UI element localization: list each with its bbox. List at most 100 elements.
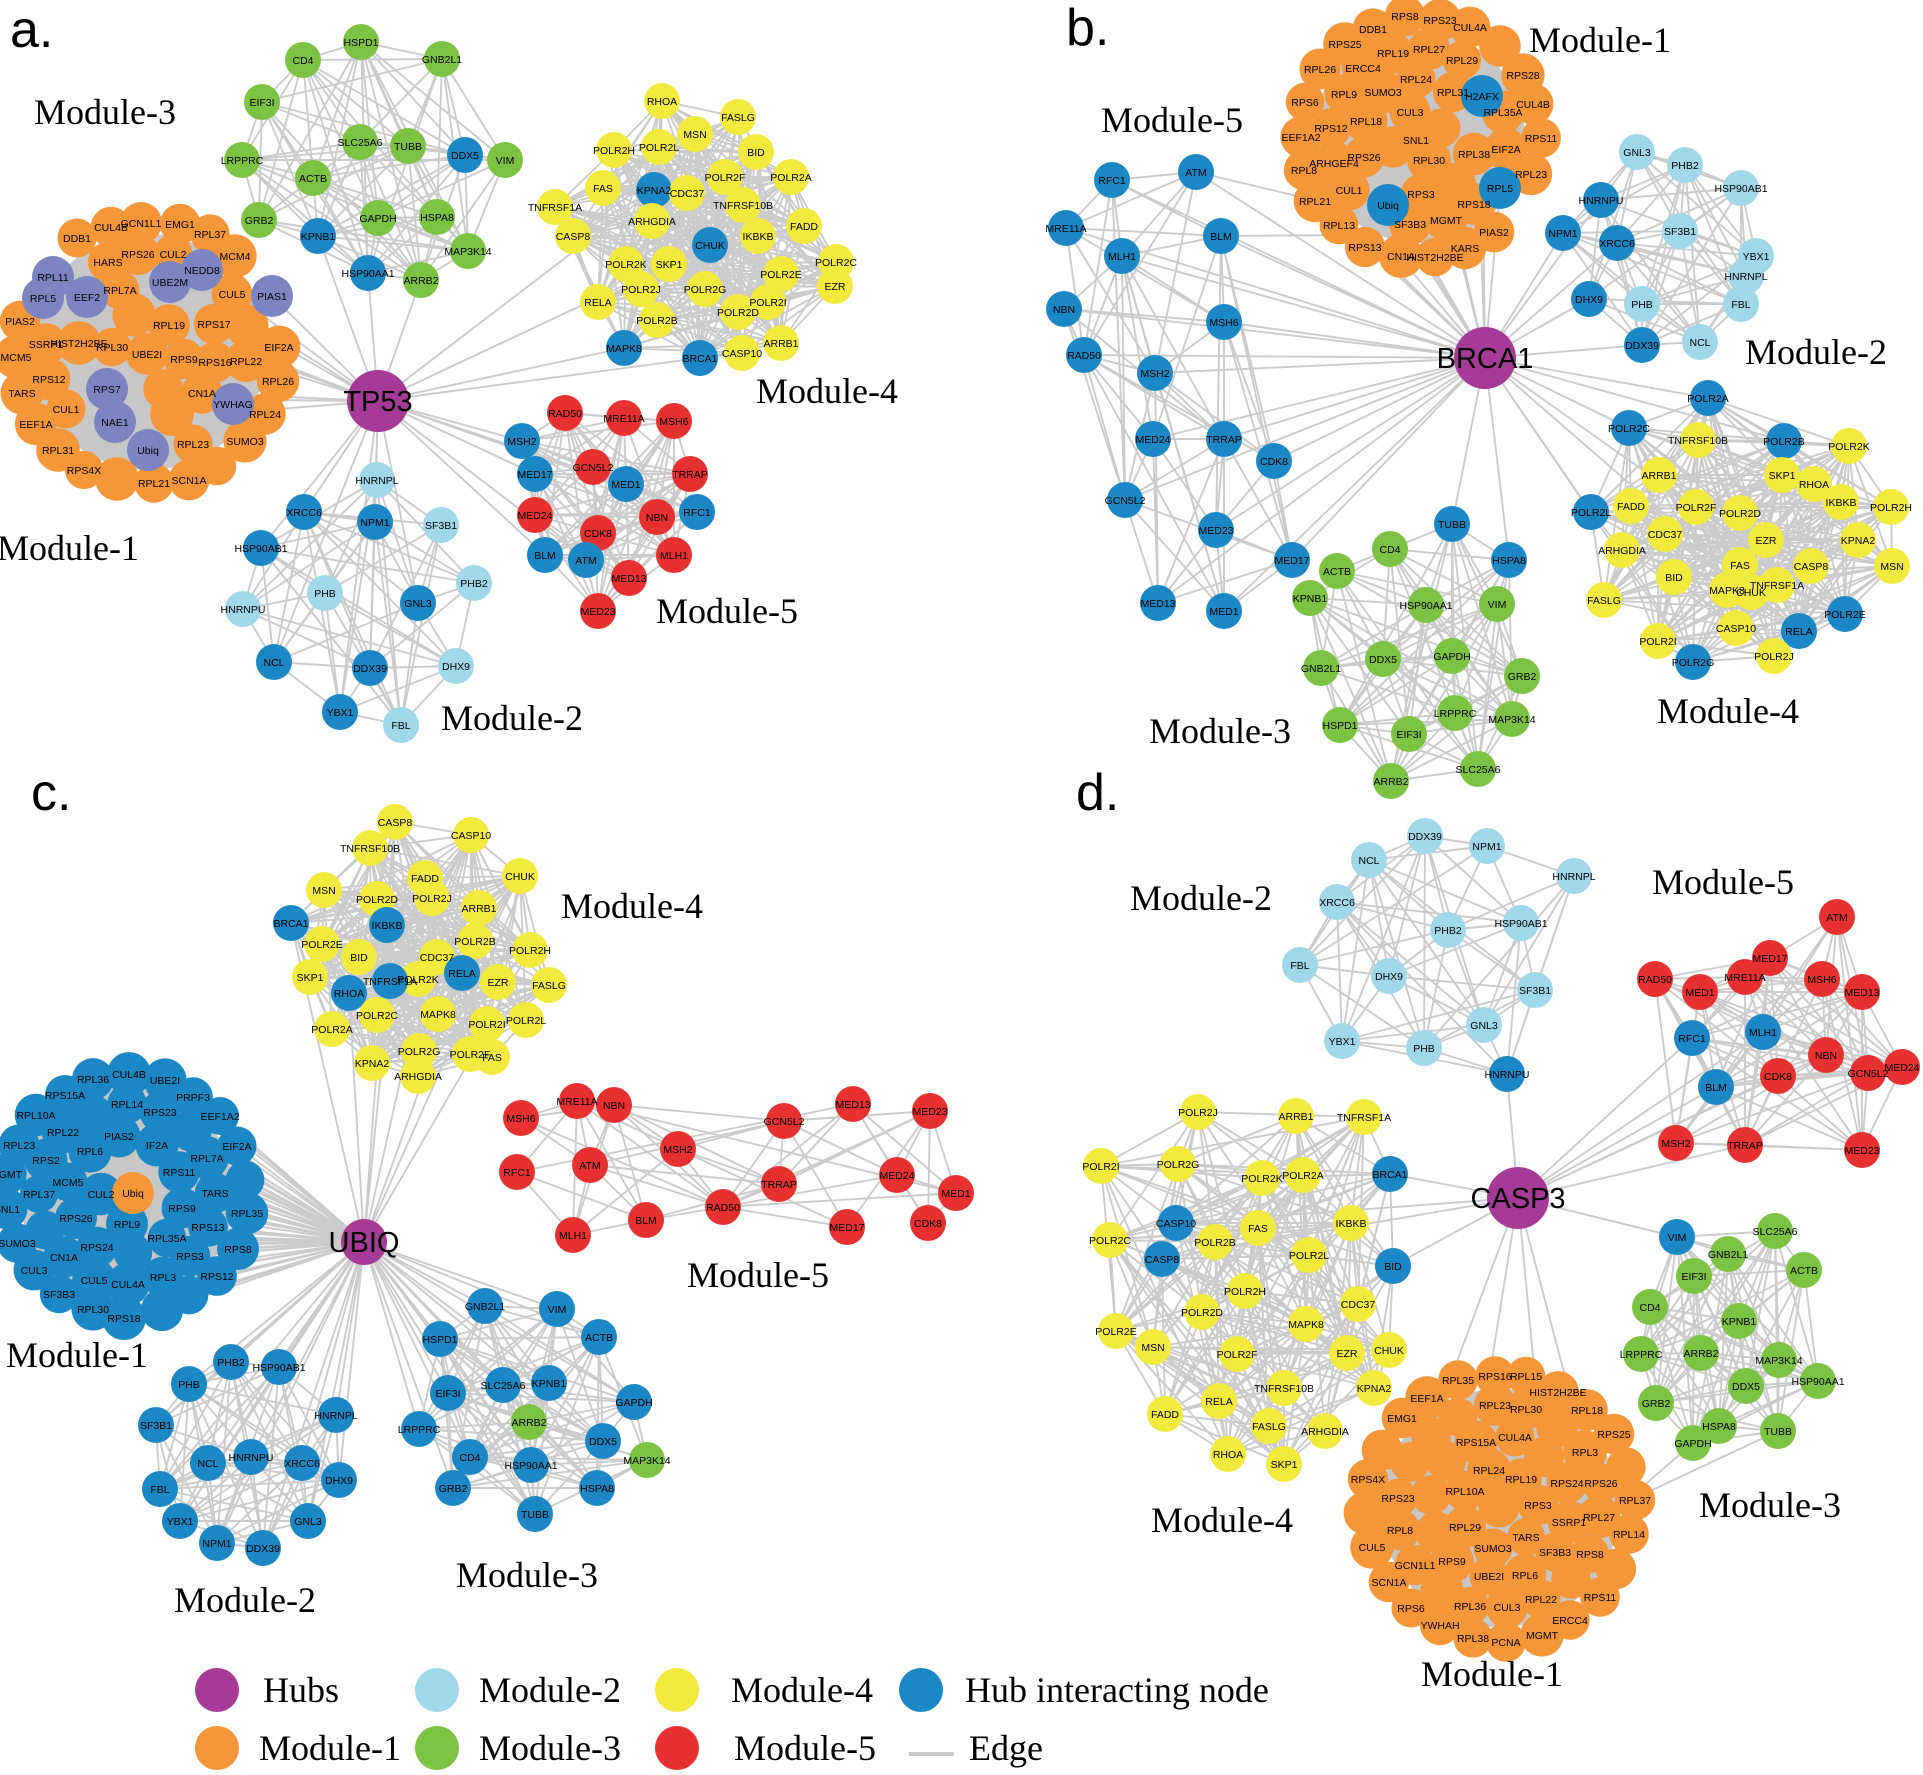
- svg-text:RPS26: RPS26: [121, 249, 154, 261]
- svg-text:EIF2A: EIF2A: [222, 1141, 251, 1153]
- svg-text:MGMT: MGMT: [1526, 1630, 1559, 1642]
- svg-text:RPS26: RPS26: [1584, 1478, 1617, 1490]
- svg-text:ARRB1: ARRB1: [1278, 1111, 1313, 1123]
- svg-text:RPS18: RPS18: [1457, 199, 1490, 211]
- svg-text:RAD50: RAD50: [548, 408, 582, 420]
- svg-text:RPS3: RPS3: [1524, 1500, 1552, 1512]
- svg-text:PHB: PHB: [178, 1379, 200, 1391]
- svg-text:Module-3: Module-3: [1699, 1485, 1841, 1525]
- svg-text:RPL23: RPL23: [3, 1140, 35, 1152]
- svg-text:RPL24: RPL24: [249, 409, 281, 421]
- svg-text:NBN: NBN: [603, 1100, 625, 1112]
- svg-text:MCM5: MCM5: [1, 352, 32, 364]
- svg-text:RELA: RELA: [448, 968, 475, 980]
- svg-text:GAPDH: GAPDH: [615, 1397, 652, 1409]
- svg-text:RPL30: RPL30: [77, 1304, 109, 1316]
- svg-text:ARRB1: ARRB1: [1641, 470, 1676, 482]
- svg-text:EEF1A2: EEF1A2: [1281, 132, 1320, 144]
- svg-text:GCN5L2: GCN5L2: [573, 462, 614, 474]
- svg-text:MRE11A: MRE11A: [556, 1096, 597, 1108]
- svg-text:RPL23: RPL23: [1515, 169, 1547, 181]
- svg-text:HSP90AA1: HSP90AA1: [341, 268, 394, 280]
- svg-text:GNL3: GNL3: [294, 1516, 322, 1528]
- svg-text:CASP8: CASP8: [378, 817, 413, 829]
- svg-text:RPL19: RPL19: [1505, 1474, 1537, 1486]
- svg-text:Module-4: Module-4: [561, 886, 703, 926]
- svg-text:FBL: FBL: [391, 720, 410, 732]
- svg-text:Module-1: Module-1: [0, 528, 139, 568]
- svg-text:GNL3: GNL3: [1623, 147, 1651, 159]
- svg-text:MSH6: MSH6: [1807, 974, 1836, 986]
- svg-text:RPL6: RPL6: [1512, 1570, 1538, 1582]
- svg-text:IF2A: IF2A: [146, 1140, 168, 1152]
- svg-text:MSH6: MSH6: [1209, 317, 1238, 329]
- svg-text:CDK8: CDK8: [914, 1218, 942, 1230]
- svg-text:POLR2C: POLR2C: [1089, 1235, 1131, 1247]
- svg-text:MED24: MED24: [1884, 1062, 1919, 1074]
- svg-text:HNRNPU: HNRNPU: [229, 1452, 274, 1464]
- svg-text:MAP3K14: MAP3K14: [1488, 714, 1535, 726]
- svg-text:POLR2C: POLR2C: [815, 257, 857, 269]
- svg-text:SUMO3: SUMO3: [1364, 87, 1402, 99]
- svg-text:RPL31: RPL31: [42, 445, 74, 457]
- svg-text:CHUK: CHUK: [505, 871, 535, 883]
- svg-text:DDX39: DDX39: [1625, 340, 1659, 352]
- svg-text:RPL21: RPL21: [138, 478, 170, 490]
- svg-text:CASP8: CASP8: [556, 231, 591, 243]
- svg-text:Module-3: Module-3: [479, 1728, 621, 1768]
- svg-text:GCN1L1: GCN1L1: [121, 218, 162, 230]
- svg-text:HIST2H2BE: HIST2H2BE: [1406, 252, 1463, 264]
- svg-text:TNFRSF10B: TNFRSF10B: [1254, 1383, 1314, 1395]
- svg-text:HSPD1: HSPD1: [1322, 720, 1357, 732]
- svg-text:CN1A: CN1A: [1387, 251, 1415, 263]
- svg-text:RPL29: RPL29: [1446, 55, 1478, 67]
- svg-text:RPL36: RPL36: [1454, 1601, 1486, 1613]
- svg-text:MSH2: MSH2: [663, 1144, 692, 1156]
- svg-text:TNFRSF1A: TNFRSF1A: [1750, 580, 1804, 592]
- svg-text:HSPA8: HSPA8: [420, 212, 454, 224]
- svg-text:BLM: BLM: [1705, 1082, 1727, 1094]
- svg-text:MAP3K14: MAP3K14: [1755, 1355, 1802, 1367]
- svg-text:EZR: EZR: [825, 281, 846, 293]
- svg-text:RPS8: RPS8: [1576, 1549, 1604, 1561]
- svg-text:RPS12: RPS12: [1314, 123, 1347, 135]
- svg-text:LRPPRC: LRPPRC: [1434, 708, 1477, 720]
- svg-text:RPL10A: RPL10A: [1445, 1486, 1484, 1498]
- svg-text:Module-5: Module-5: [1652, 862, 1794, 902]
- svg-text:RPS16: RPS16: [1478, 1371, 1511, 1383]
- svg-text:a.: a.: [10, 1, 53, 59]
- svg-text:ACTB: ACTB: [299, 173, 327, 185]
- svg-text:EIF3I: EIF3I: [1681, 1271, 1706, 1283]
- svg-text:RPL30: RPL30: [96, 342, 128, 354]
- svg-text:POLR2B: POLR2B: [454, 936, 495, 948]
- svg-text:CDK8: CDK8: [584, 528, 612, 540]
- svg-text:MED13: MED13: [835, 1099, 870, 1111]
- svg-text:FBL: FBL: [1290, 960, 1309, 972]
- svg-text:MGMT: MGMT: [0, 1169, 23, 1181]
- svg-text:HNRNPU: HNRNPU: [1579, 195, 1624, 207]
- svg-text:Module-2: Module-2: [479, 1670, 621, 1710]
- svg-text:RPL30: RPL30: [1510, 1404, 1542, 1416]
- svg-text:HNRNPU: HNRNPU: [1485, 1069, 1530, 1081]
- svg-text:EZR: EZR: [1756, 535, 1777, 547]
- svg-text:SKP1: SKP1: [297, 972, 324, 984]
- svg-text:POLR2A: POLR2A: [1282, 1170, 1323, 1182]
- svg-text:MAPK8: MAPK8: [606, 343, 642, 355]
- svg-text:RPL18: RPL18: [1571, 1405, 1603, 1417]
- svg-text:RPL22: RPL22: [47, 1127, 79, 1139]
- svg-text:PIAS2: PIAS2: [104, 1131, 134, 1143]
- svg-text:VIM: VIM: [496, 155, 515, 167]
- svg-text:RPS25: RPS25: [1328, 39, 1361, 51]
- svg-text:SF3B3: SF3B3: [1539, 1547, 1571, 1559]
- svg-text:DDX39: DDX39: [1408, 831, 1442, 843]
- svg-text:HSP90AA1: HSP90AA1: [504, 1460, 557, 1472]
- svg-text:BRCA1: BRCA1: [1372, 1169, 1407, 1181]
- svg-text:CN1A: CN1A: [188, 388, 216, 400]
- svg-text:RFC1: RFC1: [683, 507, 711, 519]
- svg-text:SLC25A6: SLC25A6: [338, 137, 383, 149]
- svg-text:POLR2L: POLR2L: [1571, 507, 1611, 519]
- svg-text:UBIQ: UBIQ: [329, 1227, 400, 1259]
- svg-text:FADD: FADD: [1151, 1409, 1179, 1421]
- svg-text:TNFRSF10B: TNFRSF10B: [1668, 435, 1728, 447]
- svg-text:CD4: CD4: [292, 55, 313, 67]
